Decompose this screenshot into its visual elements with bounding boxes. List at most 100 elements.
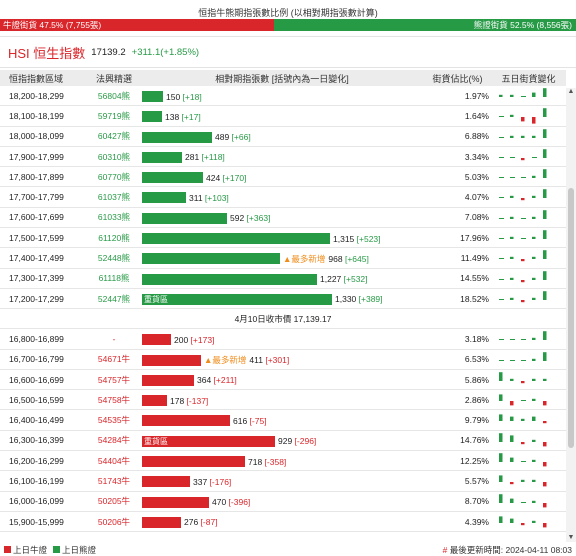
five-day-sparkbars	[499, 88, 547, 97]
warrant-code-link[interactable]: 54758牛	[97, 394, 131, 405]
bar-cell: ▲最多新增 968 [+645]	[138, 248, 426, 267]
five-day-sparkbars	[499, 516, 547, 528]
bar-value-label: 470 [-396]	[212, 497, 250, 507]
bar-wrap: ▲最多新增 411 [+301]	[142, 354, 290, 366]
pct-cell: 3.34%	[464, 151, 489, 162]
warrant-code-link[interactable]: 54535牛	[97, 415, 131, 426]
table-row: 17,400-17,499 52448熊 ▲最多新增 968 [+645] 11.49%	[0, 248, 566, 269]
range-cell: 16,200-16,299	[9, 455, 64, 466]
warrant-code-link[interactable]: 61033熊	[97, 212, 131, 223]
range-cell: 18,200-18,299	[9, 90, 64, 101]
spark-bar	[532, 135, 536, 138]
warrant-code-link[interactable]: 61118熊	[98, 273, 130, 284]
spark-bar	[521, 238, 526, 240]
range-cell: 17,800-17,899	[9, 171, 64, 182]
spark-bar	[521, 96, 526, 97]
bar-cell: 718 [-358]	[138, 451, 426, 470]
range-cell: 16,800-16,899	[9, 333, 64, 344]
spark-bar	[521, 380, 525, 384]
warrant-code-link[interactable]: 52447熊	[97, 293, 131, 304]
spark-bar	[532, 277, 536, 280]
warrant-code-link[interactable]: 60770熊	[97, 171, 131, 182]
range-cell: 17,200-17,299	[9, 293, 64, 304]
range-cell: 17,600-17,699	[9, 212, 64, 223]
table-row: 17,800-17,899 60770熊 424 [+170] 5.03%	[0, 167, 566, 188]
five-day-sparkbars	[499, 270, 547, 282]
pct-cell: 14.76%	[460, 435, 489, 446]
spark-bar	[543, 351, 547, 361]
spark-bar	[521, 441, 525, 444]
five-day-sparkbars	[499, 209, 547, 219]
header-code: 法興精選	[95, 73, 132, 84]
spark-bar	[510, 482, 514, 485]
pct-cell: 2.86%	[464, 394, 489, 405]
bar-delta: [-396]	[228, 497, 251, 508]
spark-bar	[499, 116, 504, 118]
spark-bar	[532, 297, 536, 300]
warrant-code-link[interactable]: 56804熊	[97, 90, 131, 101]
bar-value-label: 1,315 [+523]	[333, 234, 381, 244]
bar-delta: [+301]	[265, 355, 290, 366]
warrant-code-link[interactable]: 54671牛	[97, 354, 131, 365]
bar-wrap: 281 [+118]	[142, 151, 225, 163]
warrant-code-link[interactable]: 59719熊	[97, 110, 131, 121]
scroll-up-icon[interactable]: ▲	[567, 88, 575, 95]
footer: 上日牛證 上日熊證 # 最後更新時間: 2024-04-11 08:03	[0, 543, 576, 556]
warrant-code-link[interactable]: 60427熊	[97, 131, 131, 142]
bar-delta: [-137]	[186, 395, 209, 406]
warrant-code-link[interactable]: 54404牛	[97, 455, 131, 466]
spark-bar	[510, 297, 514, 300]
bar-delta: [+66]	[231, 132, 251, 143]
bar-value-label: 337 [-176]	[193, 477, 231, 487]
range-cell: 15,900-15,999	[9, 516, 64, 527]
spark-bar	[532, 236, 536, 240]
bear-rows: 18,200-18,299 56804熊 150 [+18] 1.97% 18,100-…	[0, 86, 566, 310]
table-row: 16,800-16,899 - 200 [+173] 3.18%	[0, 329, 566, 350]
bar-delta: [-176]	[209, 476, 232, 487]
warrant-code-link[interactable]: 61120熊	[98, 232, 130, 243]
bar-count: 200	[174, 334, 191, 345]
warrant-code-link: -	[112, 333, 116, 344]
five-day-chart	[491, 106, 566, 125]
spark-bar	[532, 520, 536, 523]
bar-wrap: 592 [+363]	[142, 212, 270, 224]
warrant-code-link[interactable]: 52448熊	[97, 253, 131, 264]
bull-ratio-segment: 牛證街貨 47.5% (7,755張)	[0, 19, 274, 31]
bar-value-label: 968 [+645]	[328, 254, 368, 264]
table-row: 17,700-17,799 61037熊 311 [+103] 4.07%	[0, 187, 566, 208]
spark-bar	[543, 482, 547, 487]
five-day-chart	[491, 248, 566, 267]
bar-wrap: 200 [+173]	[142, 334, 214, 346]
spark-bar	[543, 378, 547, 381]
spark-bar	[499, 197, 504, 199]
range-cell: 17,300-17,399	[9, 273, 64, 284]
distribution-table: 恒指指數區域 法興精選 相對期指張數 [括號內為一日變化] 街貨佔比(%) 五日…	[0, 70, 566, 533]
spark-bar	[543, 421, 547, 424]
warrant-code-link[interactable]: 54284牛	[97, 435, 131, 446]
table-row: 16,100-16,199 51743牛 337 [-176] 5.57%	[0, 471, 566, 492]
scroll-down-icon[interactable]: ▼	[567, 534, 575, 541]
spark-bar	[532, 92, 536, 97]
bull-volume-bar	[142, 415, 230, 427]
warrant-code-link[interactable]: 60310熊	[97, 151, 131, 162]
range-cell: 16,300-16,399	[9, 435, 64, 446]
warrant-code-link[interactable]: 61037熊	[97, 192, 131, 203]
spark-bar	[521, 501, 526, 503]
bear-ratio-segment: 熊證街貨 52.5% (8,556張)	[273, 19, 576, 31]
spark-bar	[521, 339, 526, 341]
spark-bar	[499, 278, 504, 280]
bar-wrap: 1,315 [+523]	[142, 233, 381, 245]
five-day-chart	[491, 86, 566, 105]
bar-cell: ▲最多新增 411 [+301]	[138, 350, 426, 369]
bar-wrap: 178 [-137]	[142, 395, 209, 407]
range-cell: 16,400-16,499	[9, 415, 64, 426]
bar-value-label: 424 [+170]	[206, 173, 246, 183]
scroll-thumb[interactable]	[568, 188, 574, 448]
warrant-code-link[interactable]: 50206牛	[97, 516, 131, 527]
spark-bar	[510, 417, 514, 422]
warrant-code-link[interactable]: 54757牛	[97, 374, 131, 385]
scrollbar[interactable]: ▲ ▼	[566, 88, 576, 542]
warrant-code-link[interactable]: 50205牛	[97, 496, 131, 507]
spark-bar	[510, 518, 514, 523]
warrant-code-link[interactable]: 51743牛	[97, 475, 131, 486]
